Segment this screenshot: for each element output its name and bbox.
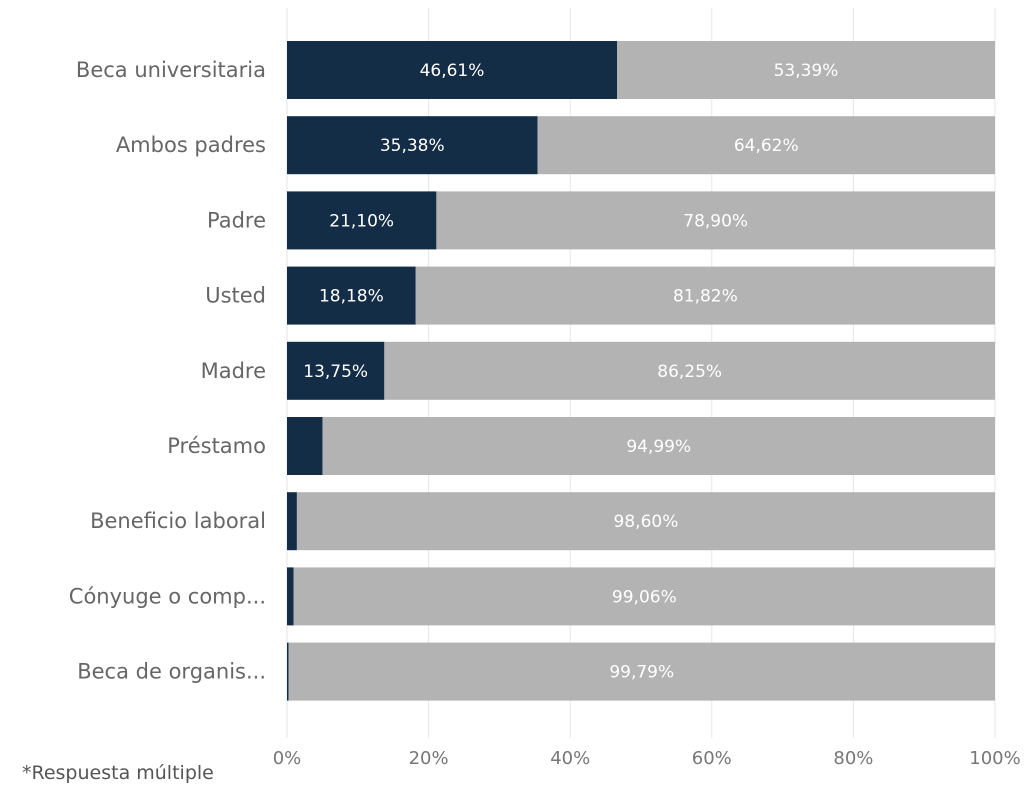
bar-segment-dark	[287, 642, 289, 701]
bar-segment-dark	[287, 266, 416, 325]
category-label: Beca de organis...	[77, 660, 266, 684]
data-label: 99,79%	[609, 663, 674, 683]
bar-segment-dark	[287, 417, 323, 475]
bar-segment-dark	[287, 492, 297, 551]
data-label: 98,60%	[614, 512, 679, 532]
x-tick-label: 60%	[692, 748, 732, 769]
bar-segment-grey	[296, 492, 995, 551]
data-label: 86,25%	[657, 362, 722, 382]
data-label: 46,61%	[420, 61, 485, 81]
data-label: 53,39%	[774, 61, 839, 81]
data-label: 99,06%	[612, 587, 677, 607]
bar-segment-grey	[293, 567, 995, 626]
category-label: Cónyuge o comp...	[69, 584, 266, 608]
footnote: *Respuesta múltiple	[22, 762, 214, 784]
data-labels: 46,61% 53,39% 35,38% 64,62% 21,10% 78,90% 18,1…	[303, 61, 838, 683]
data-label: 94,99%	[626, 437, 691, 457]
x-tick-label: 100%	[969, 748, 1020, 769]
bar-segment-grey	[288, 642, 995, 701]
x-tick-label: 80%	[833, 748, 873, 769]
bar-segment-dark	[287, 116, 538, 175]
bar-segment-dark	[287, 191, 437, 250]
bar-segment-grey	[322, 417, 995, 475]
category-label: Ambos padres	[116, 133, 266, 157]
bar-segment-dark	[287, 41, 617, 99]
bar-segment-grey	[616, 41, 995, 99]
bar-segment-grey	[537, 116, 995, 175]
data-label: 81,82%	[673, 287, 738, 307]
category-label: Préstamo	[167, 434, 266, 458]
category-labels: Beca universitaria Ambos padres Padre Usted…	[69, 58, 266, 684]
data-label: 21,10%	[329, 211, 394, 231]
x-tick-label: 20%	[409, 748, 449, 769]
bar-segment-dark	[287, 341, 385, 400]
category-label: Beneficio laboral	[90, 509, 266, 533]
category-label: Beca universitaria	[76, 58, 266, 82]
category-label: Madre	[201, 359, 266, 383]
x-tick-label: 40%	[550, 748, 590, 769]
bars	[287, 41, 996, 701]
x-tick-label: 0%	[273, 748, 302, 769]
bar-segment-grey	[384, 341, 996, 400]
category-label: Usted	[205, 284, 266, 308]
x-axis-ticks: 0% 20% 40% 60% 80% 100%	[273, 748, 1021, 769]
data-label: 78,90%	[683, 211, 748, 231]
category-label: Padre	[207, 208, 266, 232]
data-label: 64,62%	[734, 136, 799, 156]
bar-segment-grey	[436, 191, 995, 250]
data-label: 13,75%	[303, 362, 368, 382]
data-label: 35,38%	[380, 136, 445, 156]
bar-segment-grey	[415, 266, 996, 325]
bar-segment-dark	[287, 567, 294, 626]
data-label: 18,18%	[319, 287, 384, 307]
